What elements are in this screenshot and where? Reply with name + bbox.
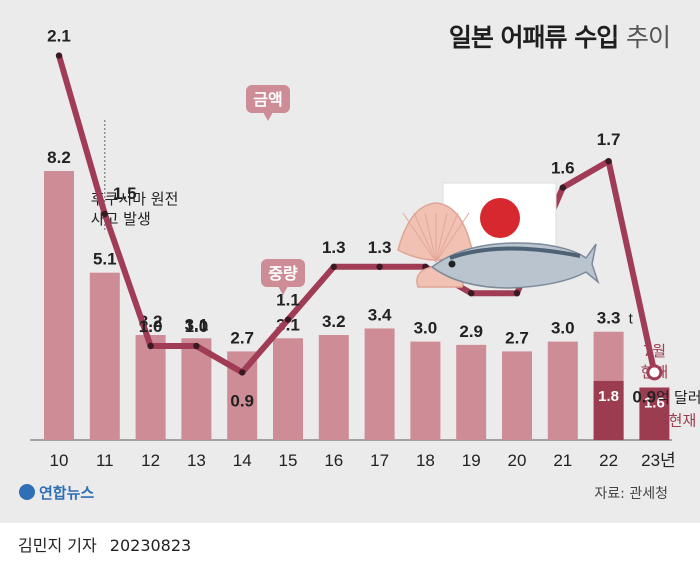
amount-point-open [646,364,663,381]
japan-flag-sun [480,198,520,238]
weight-partial-label: 1.6 [644,395,665,412]
scallop-rib [424,212,437,263]
weight-bar [318,335,349,440]
chart-canvas: 일본 어패류 수입 추이 8.2 5.1 3.2 3.1 2.7 3.1 3.2 3.4 3.0… [0,0,700,523]
weight-bar [44,171,74,440]
fish-eye [448,260,456,268]
x-tick-label: 17 [370,451,389,470]
amount-label: 1.0 [185,317,209,336]
reporter-name: 김민지 기자 [18,536,97,555]
weight-bar [181,338,212,440]
weight-partial-label: 1.8 [598,388,619,405]
x-tick-label: 22 [599,451,618,470]
weight-partial-bar [639,387,670,440]
amount-point [513,290,521,297]
amount-series-label-bubble-tail [263,112,273,121]
title-main: 일본 어패류 수입 [448,23,619,52]
x-tick-label: 12 [141,451,160,470]
amount-label: 1.3 [322,238,346,257]
weight-series-label: 중량 [268,264,298,283]
x-tick-label: 21 [553,451,572,470]
footer-text: 김민지 기자 20230823 [18,532,191,556]
amount-series-label: 금액 [253,90,282,109]
weight-bar-label: 5.1 [93,250,117,269]
amount-last-note: 7월 현재 [641,411,697,429]
amount-last-unit: 억 달러 [656,389,700,406]
weight-bar [135,335,166,440]
amount-point [55,52,63,59]
source-text: 자료: 관세청 [594,486,668,502]
fish-icon [430,242,600,289]
x-tick-label: 23년 [641,451,676,470]
weight-bar-label: 2.7 [230,328,254,347]
weight-bar-label: 3.3 [597,309,621,328]
amount-point [559,184,566,191]
amount-point [239,369,246,376]
amount-label: 1.5 [113,184,137,203]
x-tick-label: 14 [233,451,252,470]
amount-label: 1.1 [276,291,300,310]
amount-label: 0.9 [230,391,254,410]
weight-bar-label: 8.2 [47,148,71,167]
weight-bar-label: 2.7 [505,328,529,347]
x-tick-label: 15 [279,451,298,470]
amount-label: 1.6 [551,159,575,178]
amount-point [330,263,337,270]
scallop-rib [435,212,448,263]
amount-series-label-bubble [246,85,290,113]
amount-point [468,290,475,297]
weight-bar [502,351,532,440]
amount-point [101,210,109,218]
amount-point [193,342,200,350]
weight-bar [410,341,441,440]
title-suffix: 추이 [625,23,671,52]
amount-point [605,158,612,165]
scallop-rib [413,212,437,263]
weight-series-label-bubble [261,259,305,287]
weight-bar [547,341,578,440]
amount-label: 2.1 [47,27,71,46]
weight-bar-label: 3.2 [322,312,346,331]
weight-bar-label: 3.1 [185,315,209,334]
annotation-text: 후쿠시마 원전 [91,190,179,208]
x-tick-label: 19 [462,451,481,470]
weight-bar [364,328,395,440]
x-tick-label: 11 [96,451,114,470]
weight-unit-label: t [629,311,634,328]
weight-bar-label: 3.0 [551,319,575,338]
weight-bar-label: 2.9 [459,322,483,341]
weight-bar [456,344,487,440]
x-tick-label: 13 [187,451,206,470]
scallop-rib [402,212,437,263]
chart-title: 일본 어패류 수입 추이 [448,18,671,54]
yonhap-logo-icon [19,484,35,500]
weight-series-label-bubble-tail [278,286,288,295]
annotation-text: 사고 발생 [91,210,151,228]
amount-label: 1.7 [597,130,621,149]
scallop-rib [435,212,470,263]
amount-point [147,342,154,350]
amount-label: 1.3 [368,238,392,257]
x-tick-label: 16 [324,451,343,470]
x-tick-label: 18 [416,451,435,470]
weight-bar [273,338,303,440]
fish-stripe [449,246,581,260]
footer: 김민지 기자 20230823 [0,523,700,564]
weight-bar-label: 3.0 [414,319,438,338]
publish-date: 20230823 [109,536,192,555]
scallop-rib [435,212,459,263]
x-tick-label: 10 [50,451,69,470]
x-tick-label: 20 [508,451,527,470]
weight-bar [89,272,120,440]
weight-partial-bar [593,380,624,440]
weight-bar-label: 3.4 [368,305,392,324]
chart-svg: 8.25.13.2 3.12.73.1 3.2 3.43.0 2.9 2.73.03.3 t… [19,27,700,502]
amount-point [376,263,383,270]
amount-last-label: 0.9억 달러 [632,387,700,406]
amount-last-value: 0.9 [632,387,656,406]
amount-label: 1.0 [139,317,163,336]
yonhap-logo-text: 연합뉴스 [39,484,94,502]
amount-point [284,316,292,323]
